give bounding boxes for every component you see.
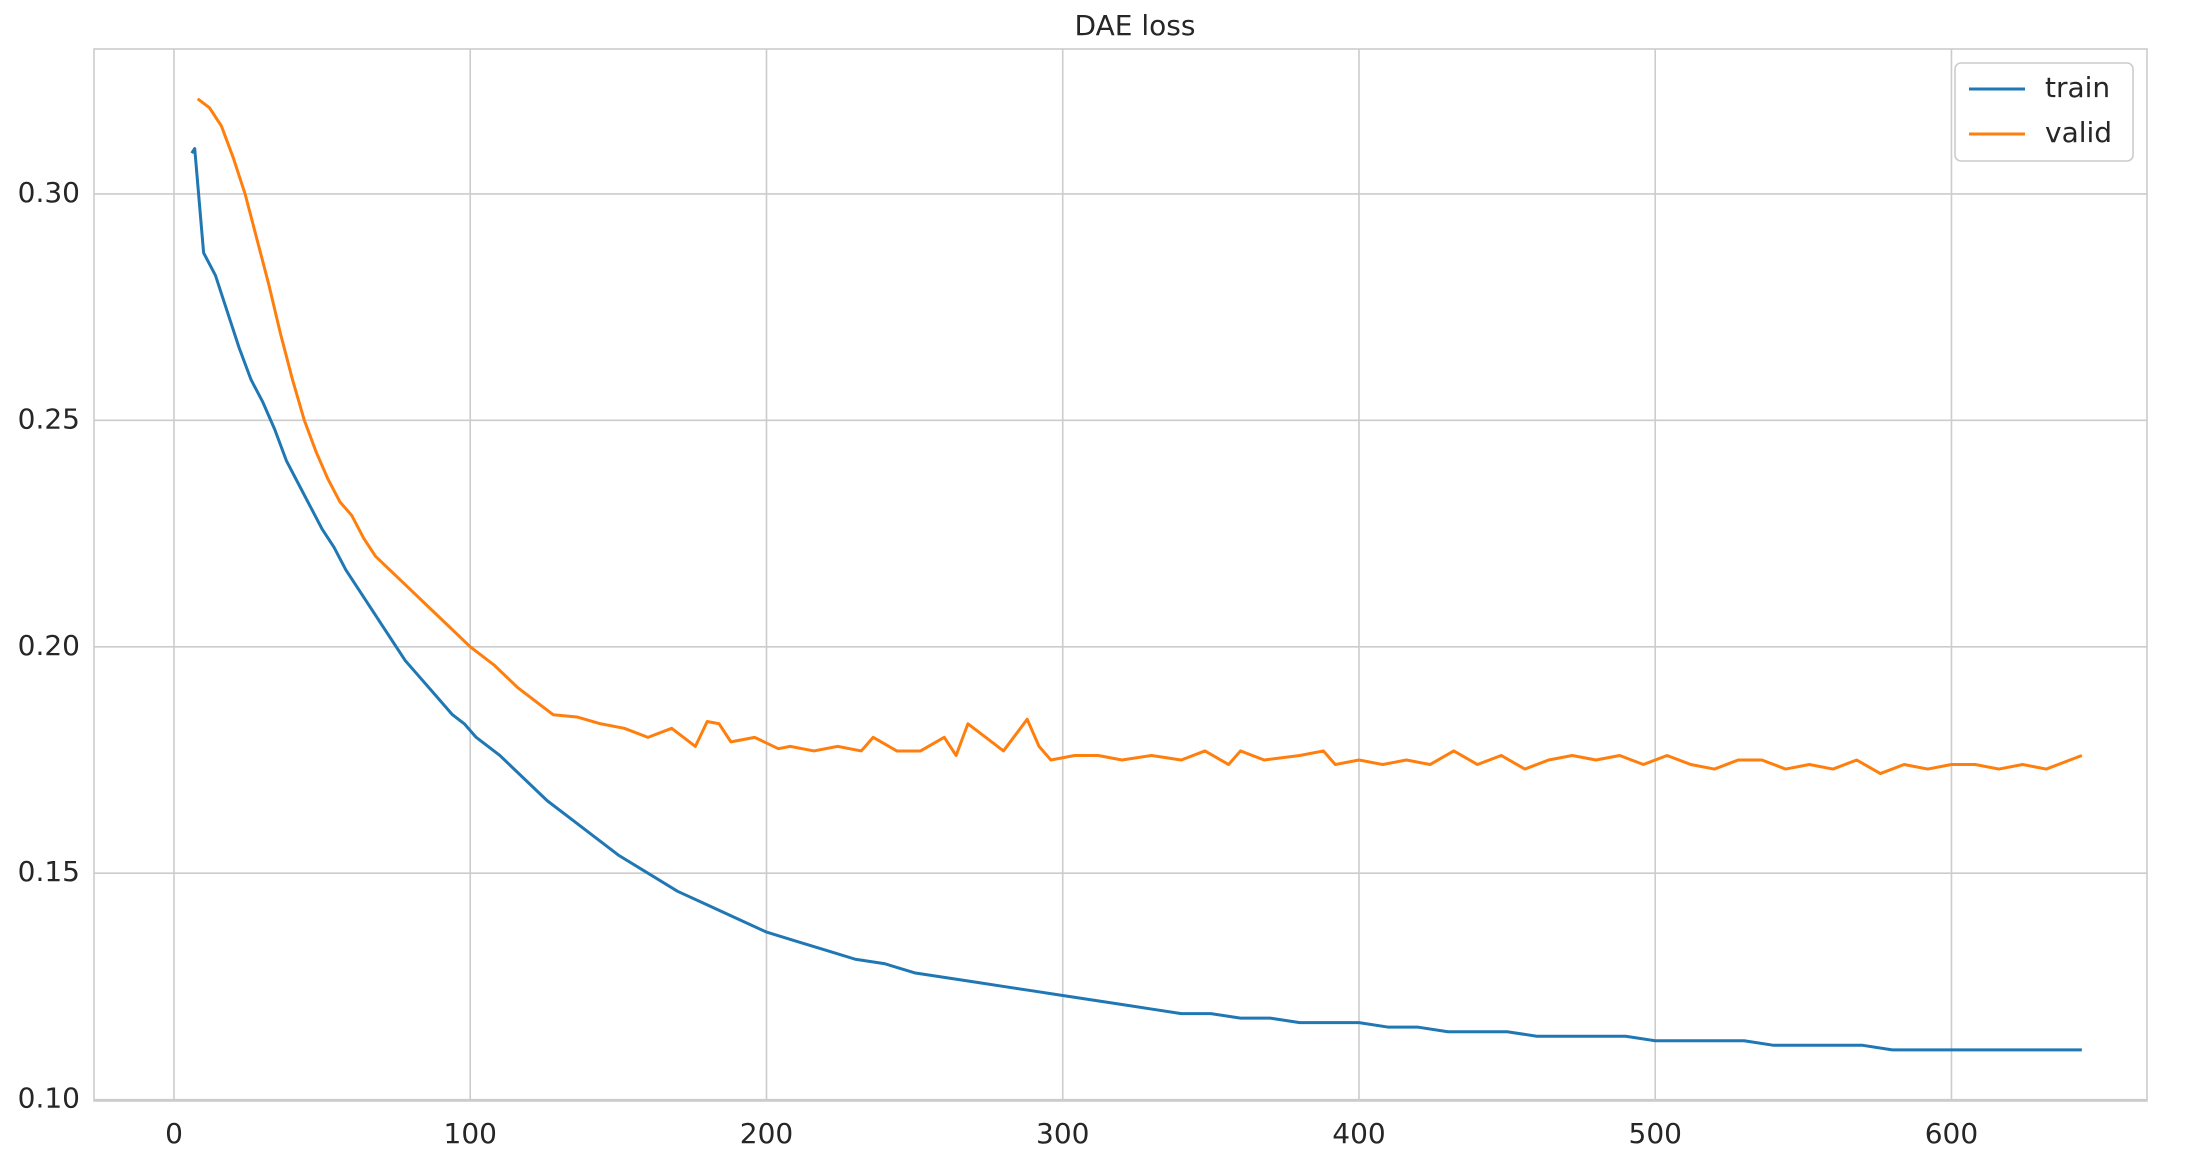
x-tick-label: 0 <box>165 1117 183 1150</box>
y-tick-label: 0.20 <box>18 629 80 662</box>
legend-label: valid <box>2045 116 2112 149</box>
x-tick-label: 500 <box>1629 1117 1682 1150</box>
legend-label: train <box>2045 71 2110 104</box>
x-tick-label: 300 <box>1036 1117 1089 1150</box>
y-tick-label: 0.10 <box>18 1082 80 1115</box>
chart-title: DAE loss <box>1075 9 1196 42</box>
y-tick-label: 0.30 <box>18 176 80 209</box>
y-tick-label: 0.15 <box>18 855 80 888</box>
series-line <box>196 97 2083 776</box>
x-tick-label: 600 <box>1925 1117 1978 1150</box>
x-tick-label: 100 <box>444 1117 497 1150</box>
series-line <box>190 147 2082 1052</box>
x-tick-label: 200 <box>740 1117 793 1150</box>
x-tick-label: 400 <box>1332 1117 1385 1150</box>
plot-frame <box>93 48 2148 1102</box>
y-tick-label: 0.25 <box>18 402 80 435</box>
